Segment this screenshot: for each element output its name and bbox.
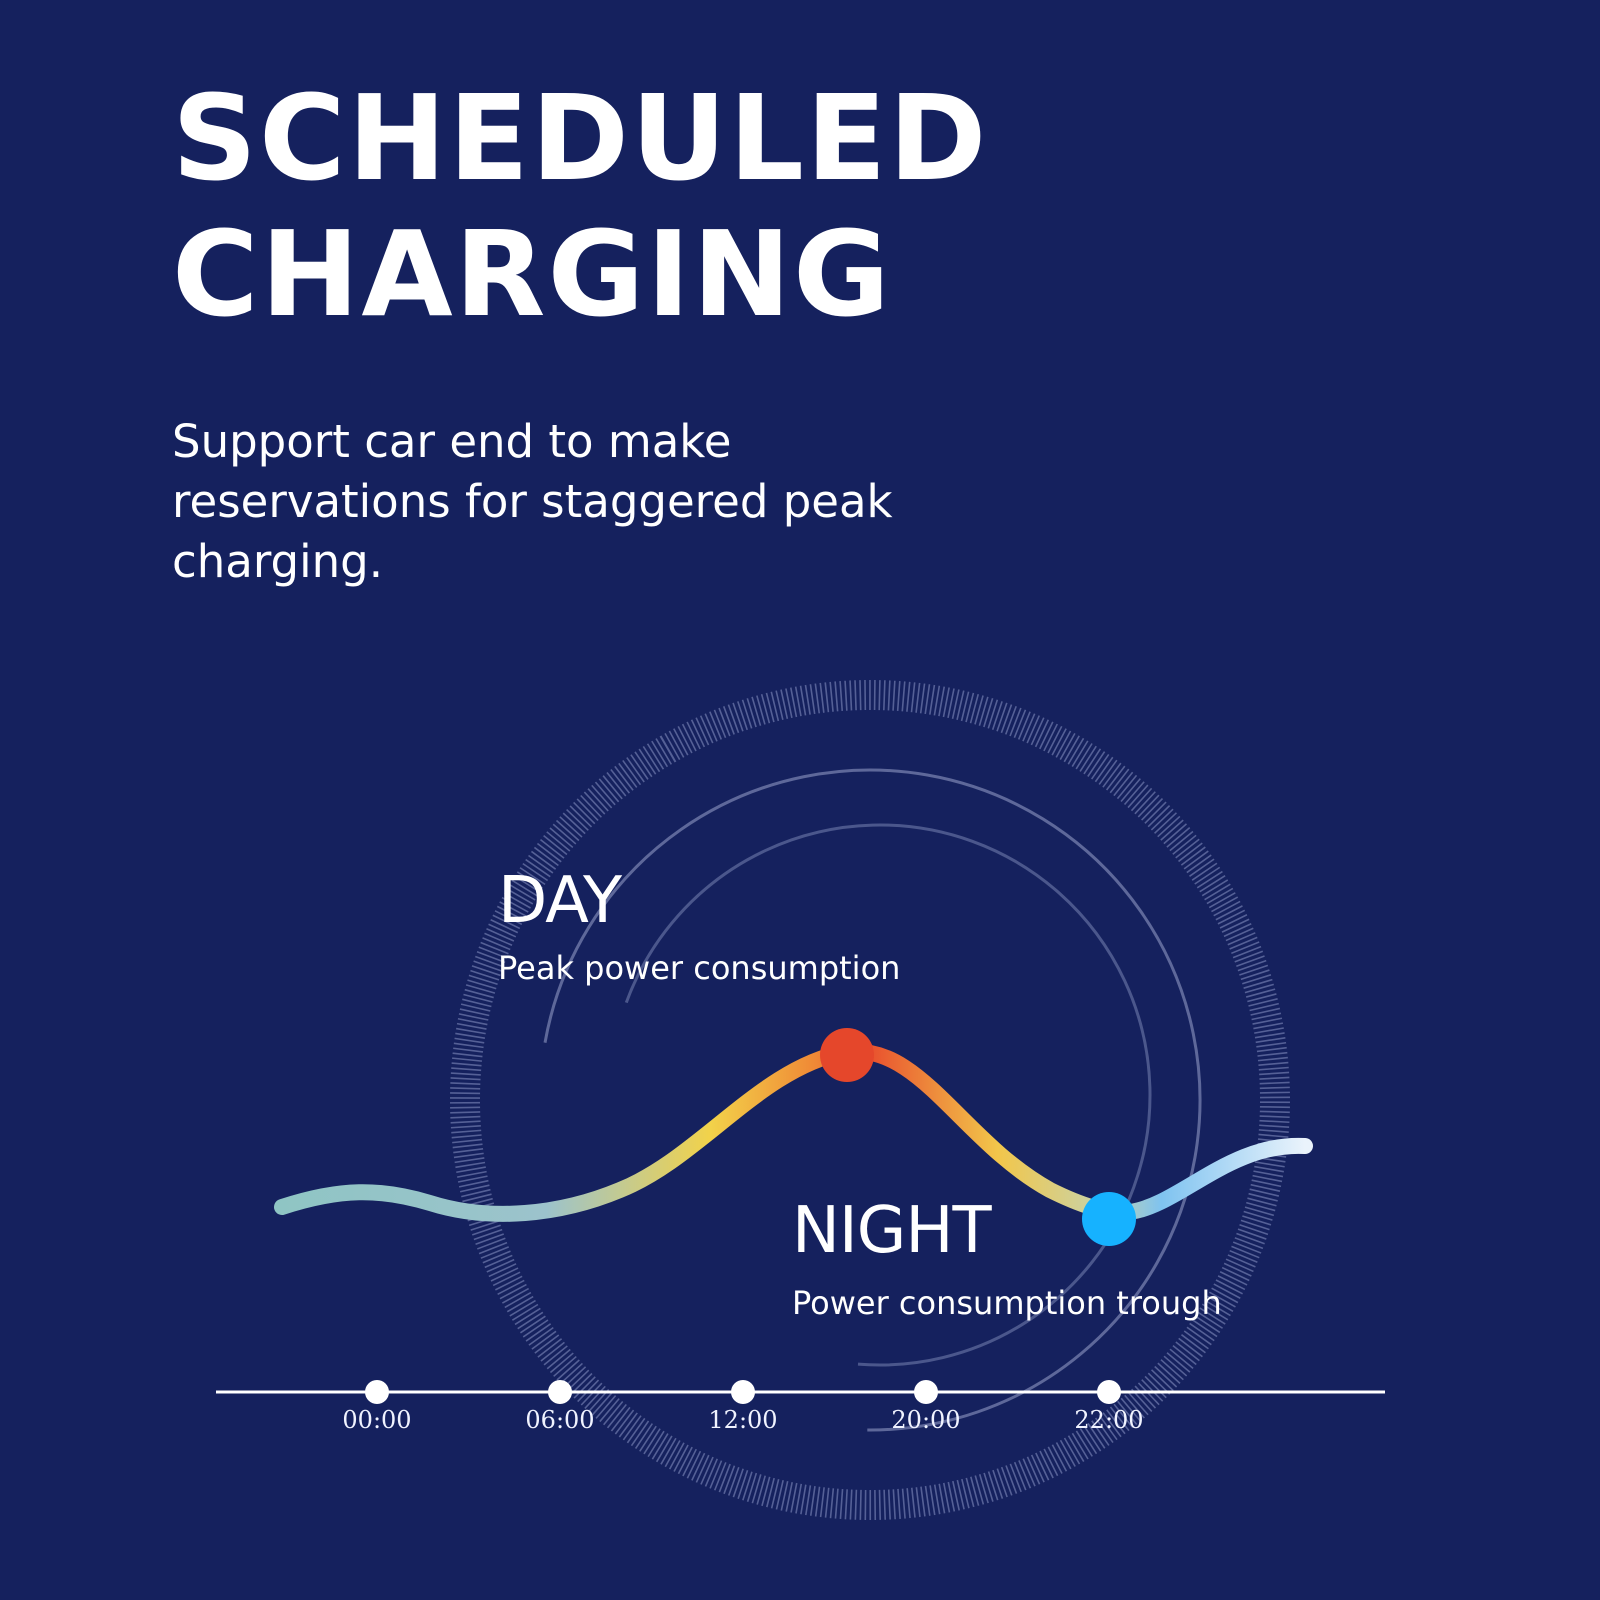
middle-ring — [538, 768, 1202, 1432]
power-consumption-curve — [274, 1043, 1313, 1222]
title-line-1: SCHEDULED — [172, 69, 989, 207]
tick-label-0000: 00:00 — [342, 1406, 412, 1434]
day-label: DAY — [498, 864, 622, 938]
description-line-3: charging. — [172, 535, 384, 588]
timeline-dot-0600 — [548, 1380, 572, 1404]
title-line-2: CHARGING — [172, 205, 892, 343]
description-line-2: reservations for staggered peak — [172, 475, 893, 528]
outer-hatched-ring — [450, 679, 1290, 1520]
timeline-dot-2000 — [914, 1380, 938, 1404]
tick-label-2000: 20:00 — [891, 1406, 961, 1434]
night-label: NIGHT — [792, 1194, 992, 1268]
day-sublabel: Peak power consumption — [498, 949, 901, 987]
night-sublabel: Power consumption trough — [792, 1284, 1222, 1322]
timeline-dot-0000 — [365, 1380, 389, 1404]
trough-marker — [1082, 1192, 1136, 1246]
timeline-dot-2200 — [1097, 1380, 1121, 1404]
inner-ring — [608, 823, 1152, 1367]
description: Support car end to make reservations for… — [172, 412, 992, 592]
tick-label-1200: 12:00 — [708, 1406, 778, 1434]
page-title: SCHEDULED CHARGING — [172, 70, 988, 342]
timeline-dot-1200 — [731, 1380, 755, 1404]
peak-marker — [820, 1028, 874, 1082]
tick-label-0600: 06:00 — [525, 1406, 595, 1434]
tick-label-2200: 22:00 — [1074, 1406, 1144, 1434]
description-line-1: Support car end to make — [172, 415, 732, 468]
